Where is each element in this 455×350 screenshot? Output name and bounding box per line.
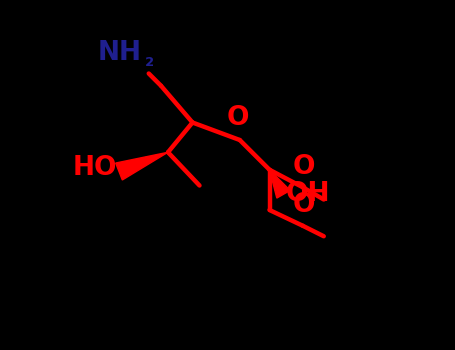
Text: OH: OH [285, 181, 330, 207]
Text: O: O [227, 105, 249, 131]
Polygon shape [269, 170, 290, 198]
Text: O: O [292, 154, 315, 180]
Text: HO: HO [73, 155, 117, 181]
Text: O: O [292, 192, 315, 218]
Text: NH: NH [98, 41, 142, 66]
Polygon shape [116, 152, 168, 180]
Text: ₂: ₂ [145, 50, 154, 70]
